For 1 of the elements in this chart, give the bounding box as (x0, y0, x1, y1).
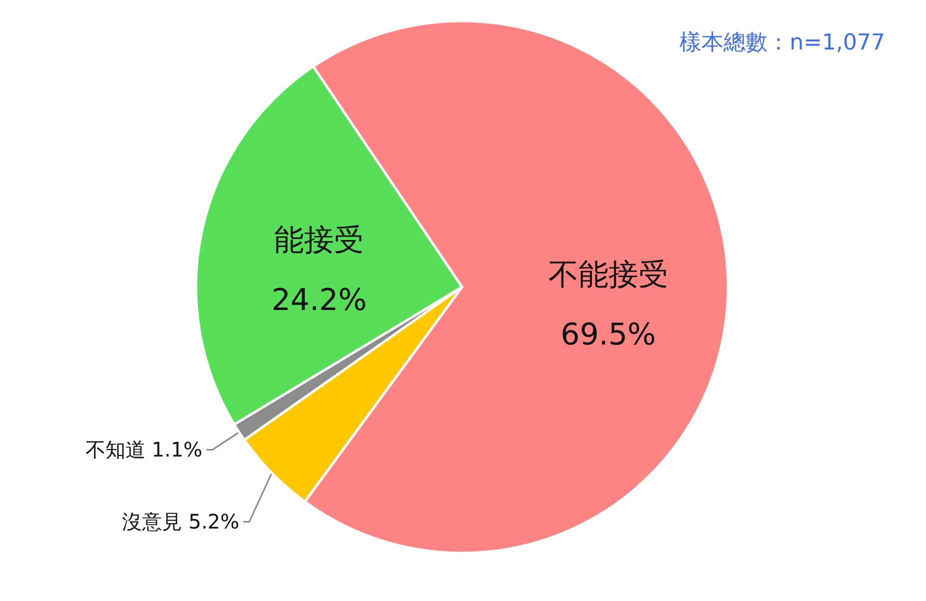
annotation: 樣本總數：n=1,077 (680, 30, 885, 56)
